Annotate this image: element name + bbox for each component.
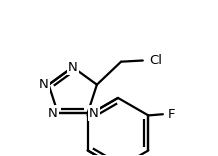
Text: N: N xyxy=(39,78,49,91)
Text: Cl: Cl xyxy=(150,54,163,67)
Text: F: F xyxy=(168,108,176,121)
Text: N: N xyxy=(48,107,58,119)
Text: N: N xyxy=(68,61,78,74)
Text: N: N xyxy=(89,107,99,119)
